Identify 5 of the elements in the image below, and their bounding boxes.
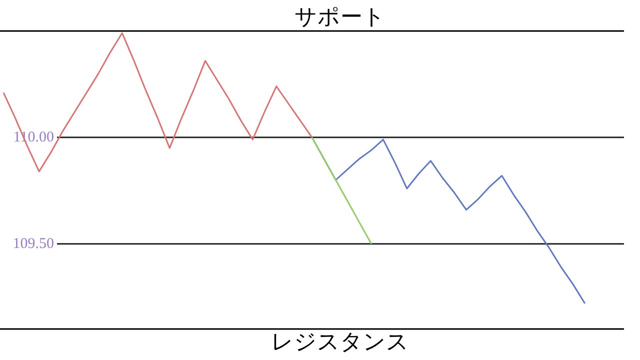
ref-line-label: レジスタンス [271,329,409,354]
line-series [311,136,372,245]
ref-line-label: サポート [294,4,386,29]
line-series [2,32,313,172]
y-tick-label: 109.50 [12,236,54,252]
